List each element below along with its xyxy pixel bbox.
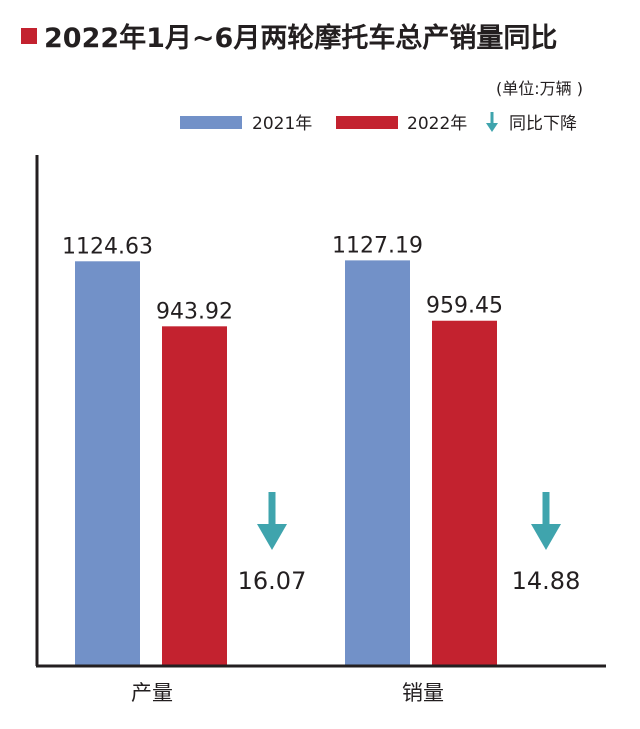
value-label-production-2022: 943.92 bbox=[156, 299, 233, 324]
decline-value-sales: 14.88 bbox=[512, 567, 581, 595]
decline-value-production: 16.07 bbox=[238, 567, 307, 595]
chart-title: 2022年1月~6月两轮摩托车总产销量同比 bbox=[44, 22, 557, 54]
legend-label-2021: 2021年 bbox=[252, 114, 312, 134]
value-label-sales-2022: 959.45 bbox=[426, 294, 503, 319]
legend-swatch-2021 bbox=[180, 116, 242, 129]
bar-production-2022 bbox=[162, 326, 227, 666]
legend-label-2022: 2022年 bbox=[407, 114, 467, 134]
category-label-production: 产量 bbox=[131, 681, 173, 705]
legend-label-decline: 同比下降 bbox=[509, 114, 577, 134]
bar-sales-2021 bbox=[345, 260, 410, 666]
legend-down-arrow-icon-shape bbox=[486, 112, 498, 132]
value-label-production-2021: 1124.63 bbox=[62, 234, 153, 259]
bar-sales-2022 bbox=[432, 320, 497, 666]
legend: 2021年 2022年 同比下降 bbox=[180, 112, 577, 134]
unit-label: (单位:万辆 ) bbox=[496, 79, 583, 98]
legend-swatch-2022 bbox=[336, 116, 398, 129]
value-label-sales-2021: 1127.19 bbox=[332, 233, 423, 258]
bars: 1124.63 943.92 1127.19 959.45 bbox=[62, 233, 503, 666]
category-label-sales: 销量 bbox=[402, 681, 444, 705]
title-marker bbox=[21, 28, 37, 44]
decline-markers: 16.07 14.88 bbox=[238, 492, 581, 595]
decline-arrow-icon-sales bbox=[531, 492, 561, 550]
decline-arrow-icon-production bbox=[257, 492, 287, 550]
legend-down-arrow-icon bbox=[486, 112, 498, 132]
bar-production-2021 bbox=[75, 261, 140, 666]
